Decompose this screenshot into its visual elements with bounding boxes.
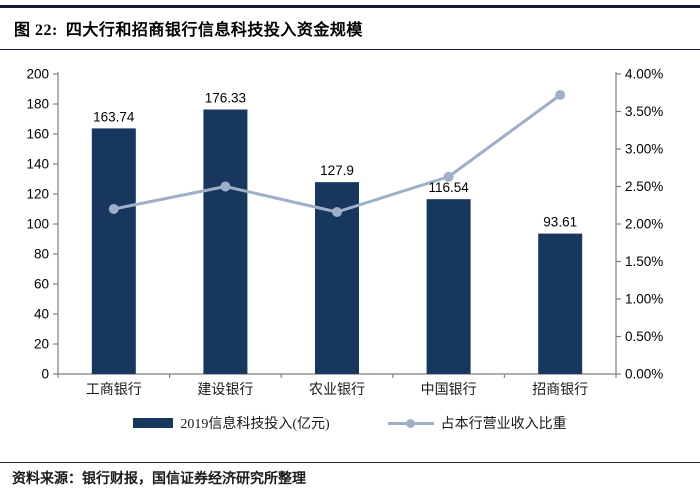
- left-axis-tick-label: 200: [26, 67, 49, 82]
- left-axis-tick-label: 0: [41, 367, 49, 382]
- bar-data-label: 127.9: [320, 163, 354, 178]
- left-axis-tick-label: 180: [26, 97, 49, 112]
- figure-number-label: 图 22:: [14, 22, 58, 39]
- bar-data-label: 93.61: [543, 215, 577, 230]
- figure-title: 四大行和招商银行信息科技投入资金规模: [65, 22, 363, 39]
- left-axis-tick-label: 160: [26, 127, 49, 142]
- legend-item-line-series: 占本行营业收入比重: [387, 413, 567, 433]
- left-axis-tick-label: 40: [34, 307, 49, 322]
- chart-legend: 2019信息科技投入(亿元) 占本行营业收入比重: [0, 413, 700, 433]
- right-axis-tick-label: 3.00%: [625, 142, 663, 157]
- bar-中国银行: [426, 199, 471, 374]
- legend-item-bar-series: 2019信息科技投入(亿元): [133, 413, 330, 433]
- left-axis-tick-label: 80: [34, 247, 49, 262]
- left-axis-tick-label: 100: [26, 217, 49, 232]
- category-label-招商银行: 招商银行: [532, 382, 588, 398]
- right-axis-tick-label: 3.50%: [625, 104, 663, 119]
- left-axis-tick-label: 20: [34, 337, 49, 352]
- chart-area: 0 20 40 60 80 100 120 140 160 180 200 0.00% 0.50% 1.0…: [0, 57, 700, 407]
- bar-工商银行: [91, 128, 136, 374]
- line-marker-建设银行: [220, 181, 231, 192]
- right-axis-tick-label: 4.00%: [625, 67, 663, 82]
- bar-data-label: 176.33: [205, 91, 246, 106]
- line-marker-工商银行: [108, 204, 119, 214]
- right-axis-tick-label: 0.00%: [625, 367, 663, 382]
- left-axis-tick-label: 60: [34, 277, 49, 292]
- legend-bar-label: 2019信息科技投入(亿元): [180, 417, 330, 432]
- bar-招商银行: [538, 233, 583, 374]
- category-label-建设银行: 建设银行: [197, 382, 253, 398]
- line-marker-中国银行: [443, 171, 454, 182]
- bar-data-label: 163.74: [93, 109, 135, 124]
- line-marker-招商银行: [555, 90, 566, 100]
- figure-header: 图 22: 四大行和招商银行信息科技投入资金规模: [0, 5, 700, 50]
- bar-series-swatch-icon: [133, 418, 174, 428]
- chart-canvas: 0 20 40 60 80 100 120 140 160 180 200 0.00% 0.50% 1.0…: [26, 67, 663, 399]
- right-axis-tick-label: 2.00%: [625, 217, 663, 232]
- category-label-中国银行: 中国银行: [421, 382, 477, 398]
- category-label-工商银行: 工商银行: [86, 382, 142, 398]
- right-axis-tick-label: 2.50%: [625, 179, 663, 194]
- category-label-农业银行: 农业银行: [309, 382, 365, 398]
- source-note: 资料来源：银行财报，国信证券经济研究所整理: [0, 462, 700, 494]
- line-marker-农业银行: [332, 207, 342, 217]
- left-axis-tick-label: 140: [26, 157, 49, 172]
- right-axis-tick-label: 1.00%: [625, 292, 663, 307]
- bar-建设银行: [203, 109, 248, 374]
- right-axis-tick-label: 0.50%: [625, 329, 663, 344]
- legend-line-label: 占本行营业收入比重: [440, 417, 567, 432]
- line-series-marker-icon: [387, 418, 434, 428]
- left-axis-tick-label: 120: [26, 187, 49, 202]
- right-axis-tick-label: 1.50%: [625, 254, 663, 269]
- bar-data-label: 116.54: [428, 180, 469, 195]
